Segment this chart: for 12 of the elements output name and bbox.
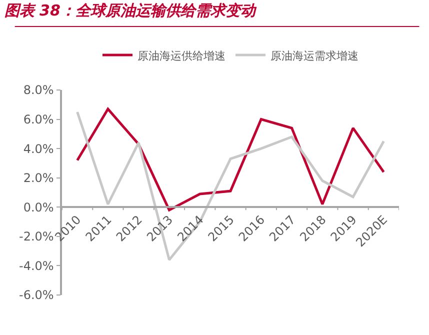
chart-title: 图表 38：全球原油运输供给需求变动	[4, 2, 258, 20]
legend-label: 原油海运需求增速	[270, 49, 358, 62]
y-tick-label: 8.0%	[23, 83, 54, 98]
legend-label: 原油海运供给增速	[138, 49, 226, 62]
y-tick-label: -4.0%	[19, 258, 54, 273]
y-tick-label: 0.0%	[23, 200, 54, 214]
y-tick-label: -2.0%	[19, 230, 54, 244]
line-series	[76, 108, 385, 212]
y-tick-label: 4.0%	[23, 142, 54, 156]
y-tick-label: -6.0%	[19, 288, 54, 302]
y-tick-label: 2.0%	[23, 171, 54, 186]
y-tick-label: 6.0%	[23, 112, 54, 126]
